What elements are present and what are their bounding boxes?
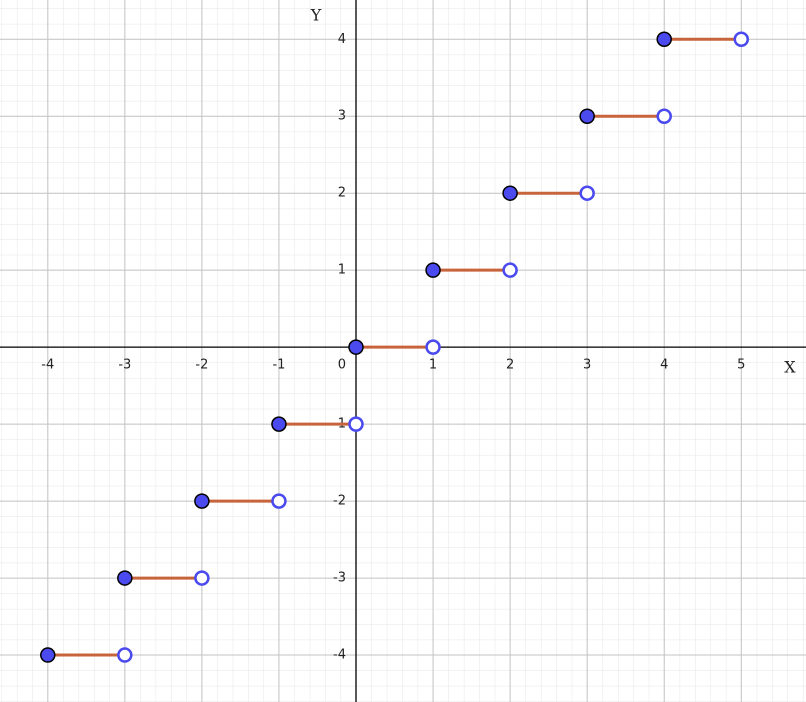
y-tick-label: 3 (338, 109, 346, 124)
closed-endpoint (656, 31, 672, 48)
closed-endpoint (502, 185, 518, 201)
y-tick-label: -2 (333, 494, 346, 509)
x-tick-label: -2 (195, 358, 208, 373)
x-tick-label: 5 (737, 358, 745, 373)
x-tick-label: -3 (118, 358, 131, 373)
marks (40, 31, 750, 663)
open-endpoint (271, 493, 287, 509)
y-tick-label: 2 (338, 186, 346, 201)
open-endpoint (348, 416, 364, 432)
x-tick-label: 4 (660, 358, 668, 373)
y-tick-label: 4 (338, 32, 346, 47)
y-axis-label: Y (310, 6, 322, 25)
closed-endpoint (117, 570, 133, 586)
closed-endpoint (348, 339, 364, 355)
y-tick-label: 1 (338, 263, 346, 278)
open-endpoint (425, 339, 441, 355)
y-tick-label: -4 (333, 648, 346, 663)
open-endpoint (117, 647, 133, 663)
open-endpoint (579, 185, 595, 201)
open-endpoint (733, 31, 750, 48)
open-endpoint (502, 262, 518, 278)
x-tick-label: -4 (41, 358, 54, 373)
x-tick-label: 2 (506, 358, 514, 373)
closed-endpoint (271, 416, 287, 432)
closed-endpoint (40, 647, 56, 663)
closed-endpoint (425, 262, 441, 278)
open-endpoint (656, 108, 672, 124)
open-endpoint (194, 570, 210, 586)
y-tick-label: -3 (333, 571, 346, 586)
x-tick-label: 1 (429, 358, 437, 373)
x-tick-label: -1 (272, 358, 285, 373)
origin-label: 0 (338, 358, 346, 373)
closed-endpoint (194, 493, 210, 509)
x-axis-label: X (784, 358, 796, 377)
x-tick-label: 3 (583, 358, 591, 373)
closed-endpoint (579, 108, 595, 124)
